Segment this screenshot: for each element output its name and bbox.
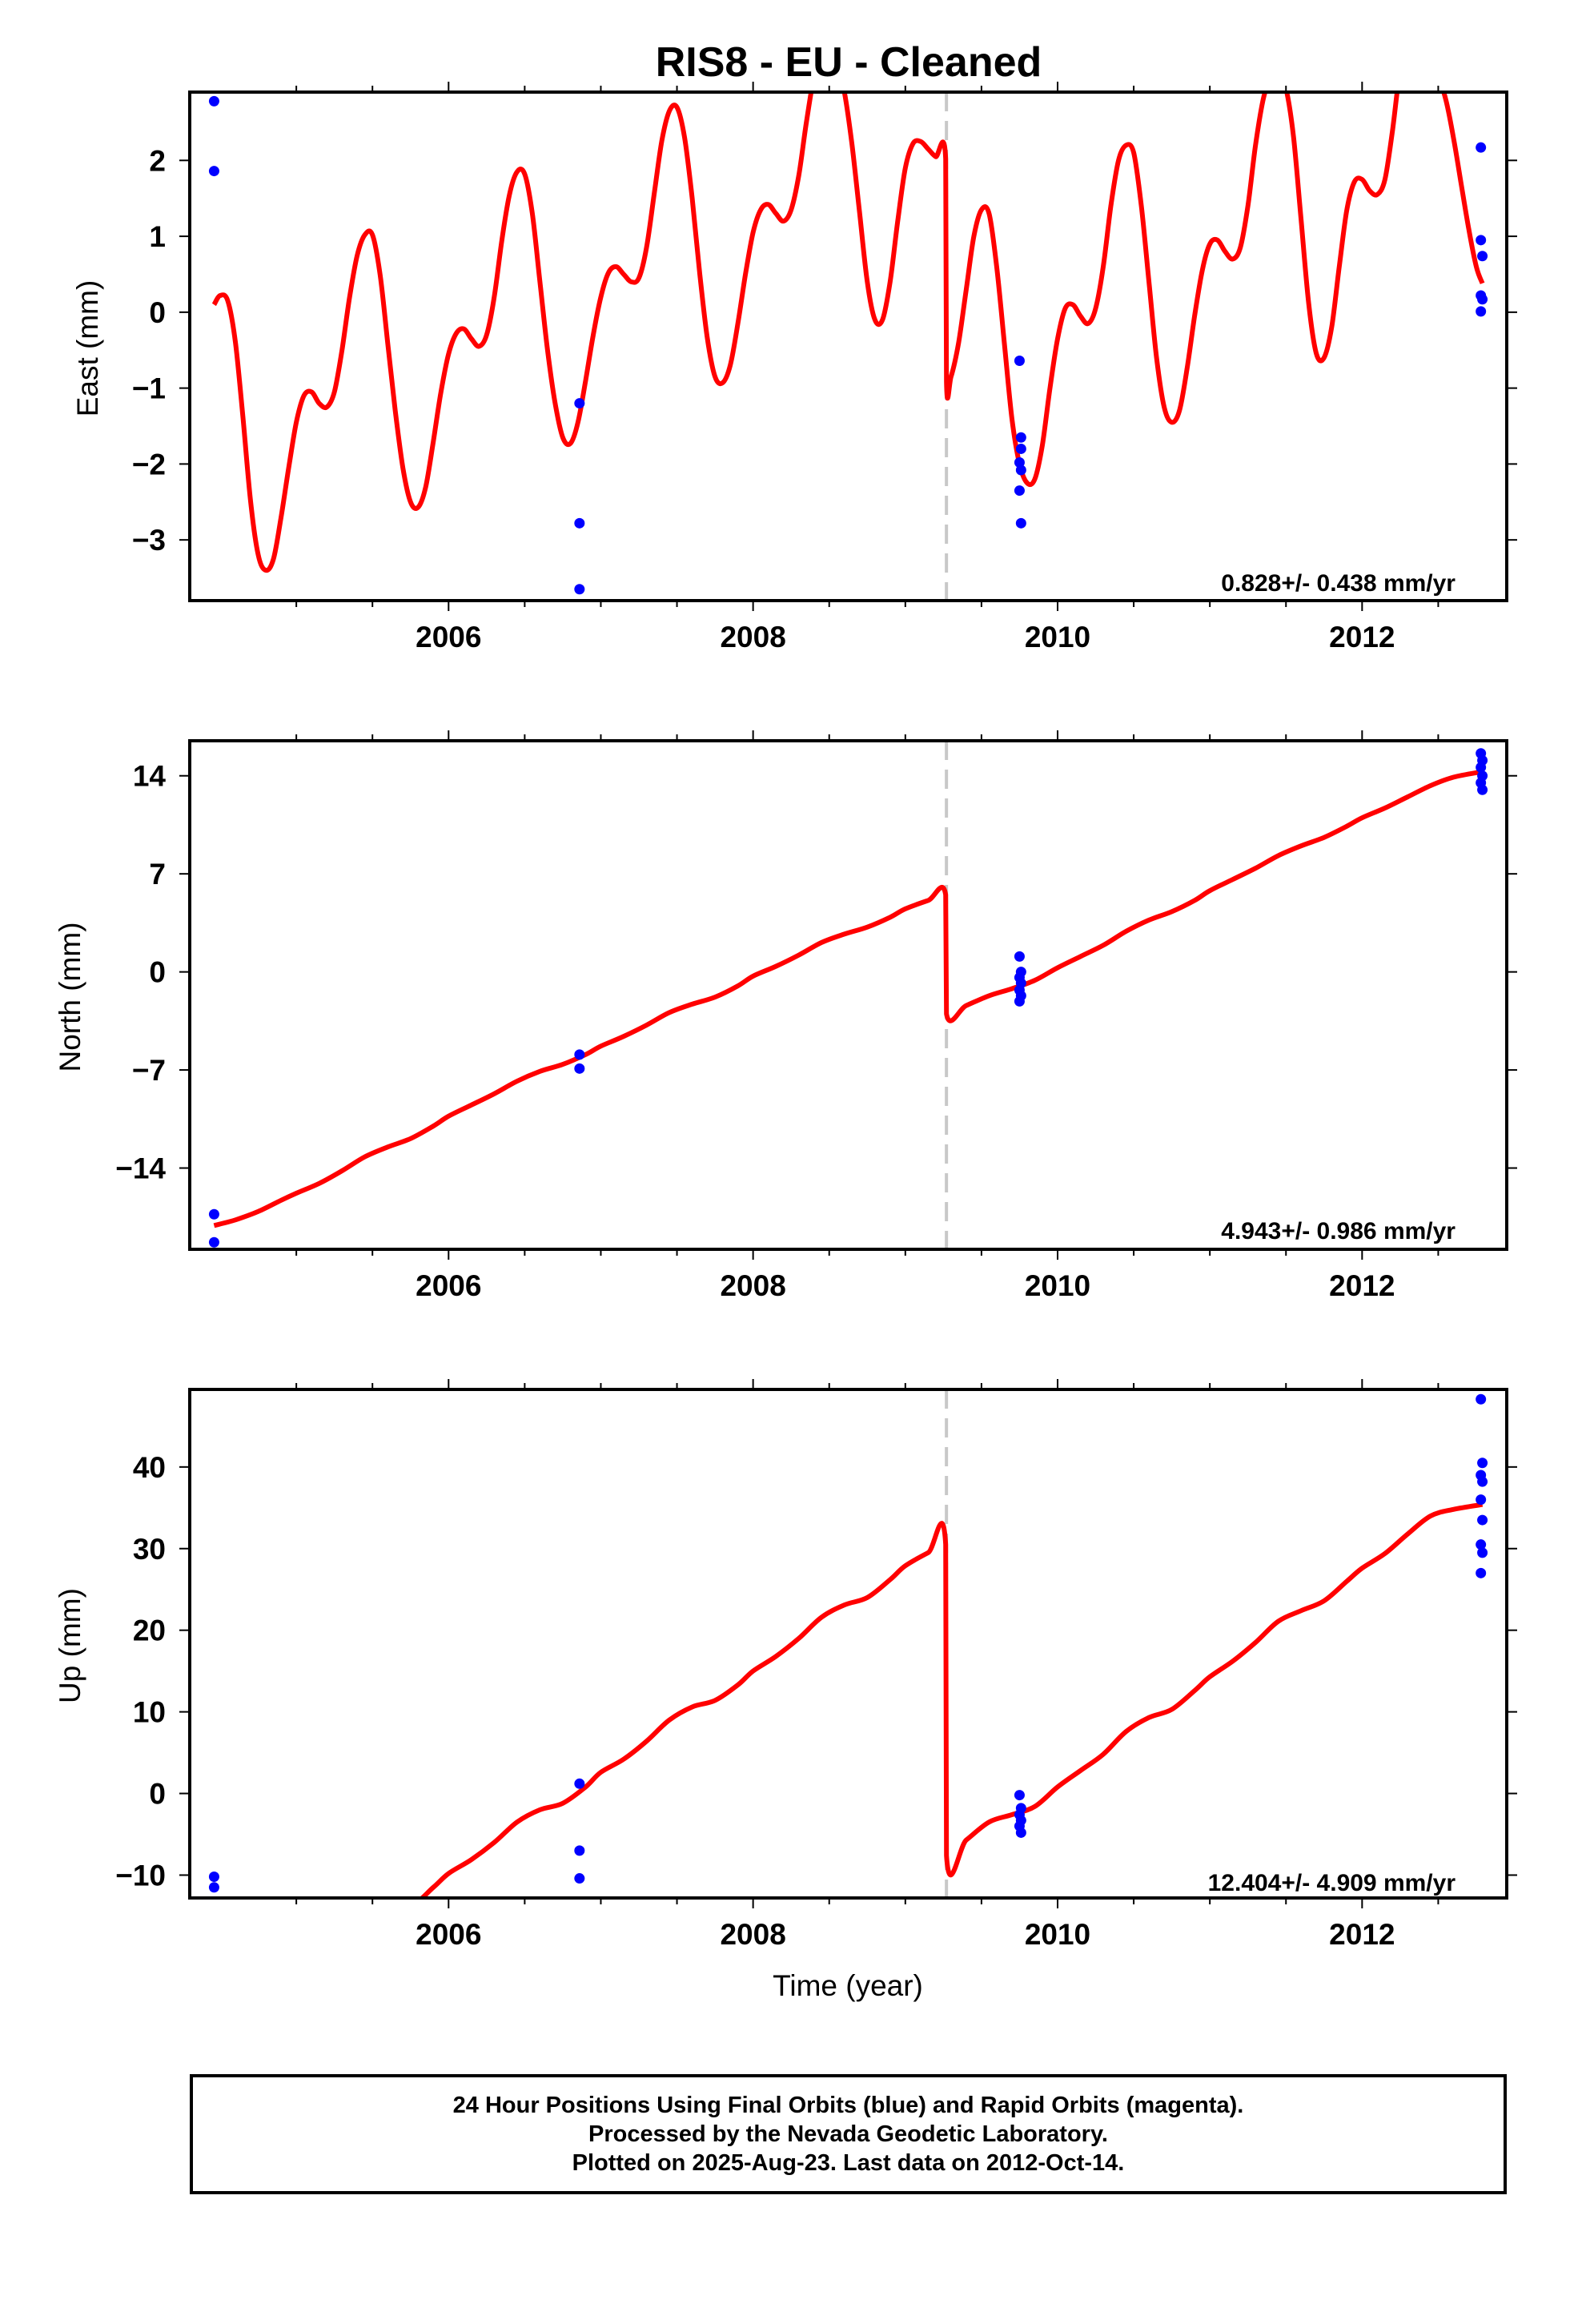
east-y-tick-label: −3 [132, 524, 166, 557]
up-observation-point [1477, 1476, 1488, 1487]
north-observation-point [208, 1236, 219, 1248]
east-observation-point [1476, 142, 1487, 153]
up-observation-point [1477, 1547, 1488, 1558]
north-plot-area [208, 748, 1488, 1248]
east-y-axis-label: East (mm) [71, 280, 104, 417]
north-x-tick-label: 2006 [416, 1269, 481, 1302]
east-x-tick-label: 2012 [1329, 621, 1395, 653]
north-observation-point [1477, 784, 1488, 795]
up-observation-point [1477, 1514, 1488, 1526]
up-observation-point [1476, 1567, 1487, 1578]
north-y-axis-label: North (mm) [54, 922, 86, 1072]
up-observation-point [574, 1778, 585, 1789]
east-x-tick-label: 2010 [1025, 621, 1090, 653]
north-observation-point [1014, 995, 1025, 1007]
east-y-tick-label: −1 [132, 372, 166, 405]
east-observation-point [208, 166, 219, 177]
east-y-tick-label: −2 [132, 448, 166, 480]
east-observation-point [574, 517, 585, 529]
east-observation-point [1015, 443, 1026, 454]
east-plot-area [208, 92, 1488, 595]
up-observation-point [1476, 1494, 1487, 1506]
east-panel: East (mm) 0.828+/- 0.438 mm/yr 2006 2008 2… [71, 82, 1517, 653]
east-rate-label: 0.828+/- 0.438 mm/yr [1221, 570, 1456, 597]
east-observation-point [1014, 356, 1025, 367]
east-y-tick-label: 0 [149, 296, 166, 329]
up-observation-point [1477, 1458, 1488, 1469]
chart-title: RIS8 - EU - Cleaned [656, 39, 1042, 86]
up-y-tick-label: 0 [149, 1778, 166, 1811]
east-observation-point [1015, 432, 1026, 443]
up-observation-point [574, 1873, 585, 1884]
up-model-line [418, 1502, 1484, 1898]
north-model-line [213, 769, 1484, 1228]
north-observation-point [1014, 951, 1025, 962]
up-y-tick-label: 30 [133, 1533, 166, 1566]
north-y-tick-label: −14 [115, 1152, 166, 1185]
up-observation-point [1476, 1539, 1487, 1550]
up-y-tick-label: −10 [115, 1859, 166, 1892]
north-observation-point [574, 1049, 585, 1060]
north-y-tick-label: −7 [132, 1054, 166, 1087]
north-plot-frame [188, 739, 1508, 1251]
north-y-tick-label: 0 [149, 956, 166, 989]
up-observation-point [208, 1871, 219, 1882]
up-panel: Up (mm) 12.404+/- 4.909 mm/yr Time (year… [54, 1379, 1517, 2002]
up-plot-area [208, 1393, 1488, 1898]
up-observation-point [574, 1845, 585, 1856]
up-x-tick-label: 2008 [720, 1918, 785, 1951]
east-plot-frame [188, 90, 1508, 602]
up-y-tick-label: 20 [133, 1614, 166, 1647]
up-observation-point [208, 1882, 219, 1893]
footer-line-orbits: 24 Hour Positions Using Final Orbits (bl… [452, 2093, 1244, 2118]
up-x-tick-label: 2006 [416, 1918, 481, 1951]
north-panel: North (mm) 4.943+/- 0.986 mm/yr 2006 2008… [54, 730, 1517, 1302]
east-model-line [211, 92, 1485, 573]
up-observation-point [1015, 1827, 1026, 1838]
north-y-tick-label: 14 [133, 760, 167, 793]
east-x-tick-label: 2006 [416, 621, 481, 653]
north-x-tick-label: 2010 [1025, 1269, 1090, 1302]
footer-line-processing: Processed by the Nevada Geodetic Laborat… [588, 2121, 1108, 2147]
up-x-tick-label: 2010 [1025, 1918, 1090, 1951]
up-rate-label: 12.404+/- 4.909 mm/yr [1208, 1870, 1456, 1896]
up-observation-point [1014, 1790, 1025, 1801]
east-y-tick-label: 2 [149, 144, 166, 177]
up-observation-point [1476, 1393, 1487, 1405]
east-observation-point [574, 584, 585, 595]
north-observation-point [1476, 762, 1487, 773]
up-y-tick-label: 10 [133, 1696, 166, 1729]
north-rate-label: 4.943+/- 0.986 mm/yr [1221, 1218, 1456, 1244]
up-y-axis-label: Up (mm) [54, 1588, 86, 1703]
east-x-tick-label: 2008 [720, 621, 785, 653]
east-observation-point [1015, 517, 1026, 529]
east-y-tick-label: 1 [149, 220, 166, 253]
north-x-tick-label: 2008 [720, 1269, 785, 1302]
north-y-tick-label: 7 [149, 858, 166, 891]
east-observation-point [1477, 251, 1488, 262]
east-observation-point [1015, 464, 1026, 476]
up-x-tick-label: 2012 [1329, 1918, 1395, 1951]
footer-note: 24 Hour Positions Using Final Orbits (bl… [190, 2074, 1507, 2194]
up-y-tick-label: 40 [133, 1451, 166, 1484]
east-observation-point [1477, 294, 1488, 305]
north-observation-point [574, 1063, 585, 1074]
up-plot-frame [188, 1388, 1508, 1900]
footer-line-dates: Plotted on 2025-Aug-23. Last data on 201… [572, 2150, 1125, 2176]
north-x-tick-label: 2012 [1329, 1269, 1395, 1302]
east-observation-point [1014, 485, 1025, 497]
east-observation-point [1476, 235, 1487, 246]
north-observation-point [208, 1208, 219, 1220]
east-observation-point [208, 95, 219, 107]
x-axis-label: Time (year) [773, 1969, 923, 2002]
east-observation-point [1476, 306, 1487, 317]
east-observation-point [574, 398, 585, 409]
